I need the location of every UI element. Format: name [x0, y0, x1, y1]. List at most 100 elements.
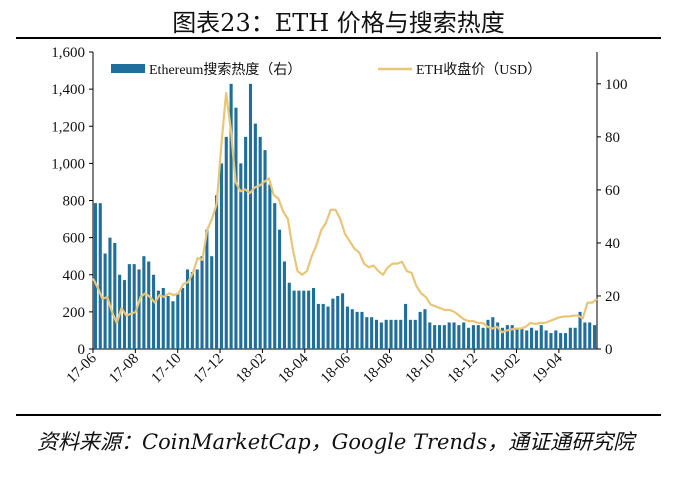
search-bar [219, 163, 223, 350]
legend-bar-label: Ethereum搜索热度（右） [149, 61, 301, 78]
search-bar [171, 301, 175, 349]
search-bar [370, 317, 374, 349]
left-tick-label: 800 [63, 194, 86, 210]
search-bar [302, 290, 306, 349]
search-bar [500, 327, 505, 349]
search-bar [253, 123, 257, 349]
x-tick-label: 19-02 [487, 351, 523, 387]
right-tick-label: 80 [605, 130, 620, 146]
search-bar [258, 136, 262, 349]
legend-bar-swatch [111, 64, 145, 73]
search-bar [583, 322, 587, 349]
search-bar [365, 317, 369, 349]
search-bar [273, 203, 277, 349]
search-bar [215, 195, 219, 349]
x-tick-label: 17-10 [148, 351, 184, 387]
search-bar [307, 290, 311, 349]
search-bar [205, 229, 209, 349]
search-bar [593, 325, 597, 349]
left-tick-label: 400 [63, 268, 86, 284]
search-bar [452, 322, 456, 349]
search-bar [156, 290, 160, 349]
search-bar [127, 264, 131, 349]
search-bar [287, 282, 291, 349]
search-bar [496, 322, 500, 349]
search-bar [229, 83, 233, 349]
search-bar [190, 272, 194, 349]
search-bar [113, 242, 117, 349]
search-bar [486, 319, 490, 349]
search-bar [447, 322, 451, 349]
search-bar [142, 256, 146, 349]
x-tick-label: 18-04 [276, 350, 312, 386]
search-bar [185, 269, 190, 349]
search-bar [93, 203, 97, 349]
search-bar [200, 256, 204, 349]
search-bar [224, 136, 228, 349]
search-bar [462, 322, 466, 349]
search-bar [568, 327, 572, 349]
search-bar [554, 330, 558, 349]
search-bar [573, 327, 577, 349]
x-tick-label: 18-08 [360, 351, 396, 387]
search-bar [433, 325, 437, 349]
search-bar [137, 269, 141, 349]
search-bar [418, 311, 422, 350]
source-rule [16, 414, 661, 416]
x-tick-label: 17-12 [191, 351, 227, 387]
search-bar [345, 306, 349, 349]
search-bar [476, 325, 480, 349]
x-tick-label: 18-10 [403, 351, 439, 387]
axes [89, 51, 601, 353]
search-bar [292, 290, 296, 349]
right-tick-label: 60 [605, 183, 620, 199]
search-bar [559, 333, 563, 349]
left-tick-label: 1,200 [51, 119, 85, 135]
title-rule [16, 37, 661, 39]
search-bar [515, 327, 519, 349]
search-bar [578, 311, 582, 350]
search-bar [355, 311, 359, 350]
search-bar [491, 317, 495, 349]
search-bar [176, 293, 180, 349]
search-bar [263, 150, 267, 349]
search-bar [539, 325, 543, 349]
search-bar [244, 136, 248, 349]
eth-price-line [92, 91, 598, 334]
left-tick-label: 1,400 [51, 82, 85, 98]
search-bar [563, 333, 568, 349]
search-bar [108, 237, 112, 350]
search-bar [341, 293, 345, 349]
search-bar [413, 319, 417, 349]
search-bar [166, 295, 170, 349]
search-bar [467, 327, 471, 349]
right-tick-label: 100 [605, 77, 628, 93]
search-bar [437, 325, 442, 349]
legend: Ethereum搜索热度（右） ETH收盘价（USD） [111, 61, 541, 78]
search-bar [239, 163, 243, 350]
search-bar [544, 330, 548, 349]
left-tick-label: 0 [78, 342, 86, 358]
search-bar [404, 303, 408, 349]
search-bar [408, 319, 412, 349]
search-bar [98, 203, 102, 349]
left-tick-label: 200 [63, 305, 86, 321]
search-bar [103, 253, 107, 349]
search-bar [268, 184, 272, 349]
chart-title: 图表23：ETH 价格与搜索热度 [172, 9, 505, 37]
right-tick-label: 0 [605, 342, 613, 358]
search-bar [360, 311, 364, 350]
search-bar [282, 261, 286, 349]
search-bar [316, 303, 320, 349]
search-bar [326, 306, 330, 349]
search-bar [384, 319, 388, 349]
x-tick-label: 17-08 [106, 351, 142, 387]
search-bar [152, 274, 156, 349]
search-bar [457, 325, 461, 349]
search-bar [549, 333, 553, 349]
chart-area: 0 200 400 600 800 1,000 1,200 1,400 1,600 0 20 40 60… [51, 45, 628, 387]
line-series [92, 91, 598, 334]
search-bar [530, 327, 534, 349]
search-bar [399, 319, 403, 349]
search-bar [311, 288, 316, 349]
